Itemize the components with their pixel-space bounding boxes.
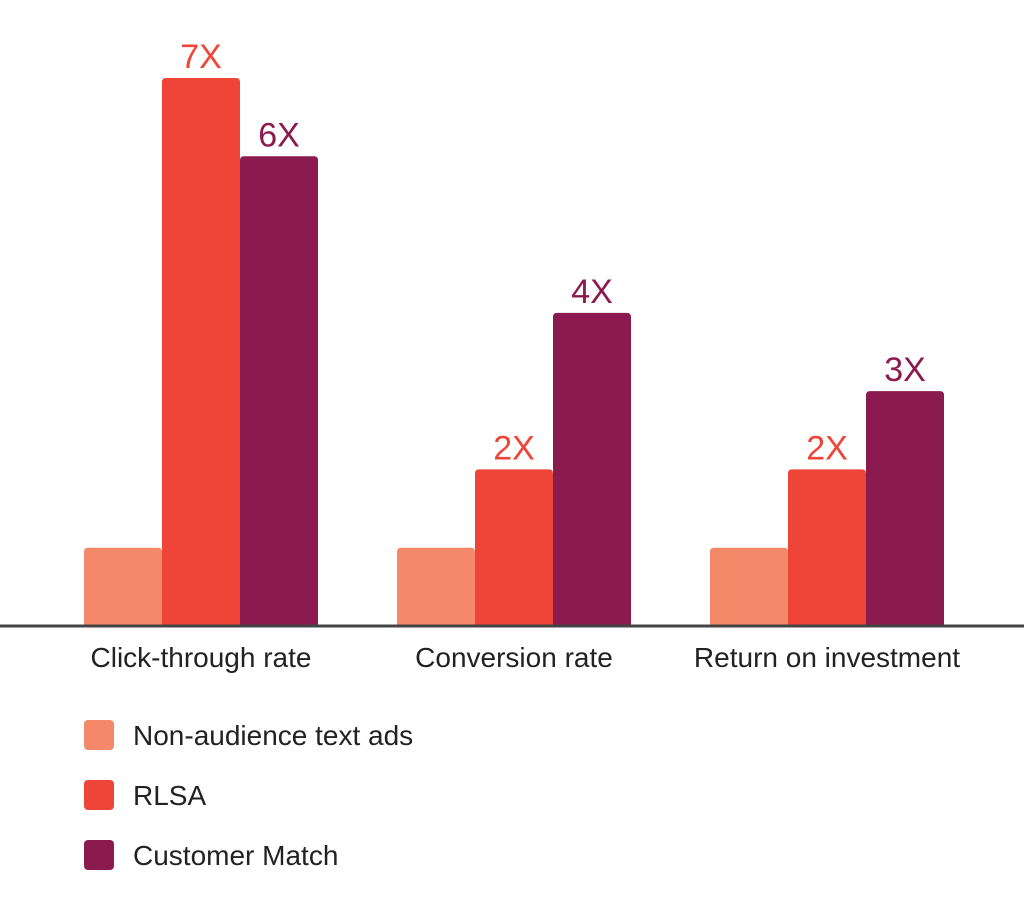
value-labels-group: 7X 6X 2X 4X 2X 3X bbox=[180, 38, 926, 467]
bar-3-2 bbox=[788, 469, 866, 626]
bar-1-3 bbox=[240, 156, 318, 627]
legend-swatch-1 bbox=[84, 720, 114, 750]
data-label-2-3: 4X bbox=[571, 273, 613, 311]
category-label-3: Return on investment bbox=[694, 642, 960, 673]
bar-2-1 bbox=[397, 547, 475, 626]
legend-label-3: Customer Match bbox=[133, 840, 338, 871]
data-label-3-3: 3X bbox=[884, 351, 926, 389]
category-label-1: Click-through rate bbox=[91, 642, 312, 673]
legend-swatch-3 bbox=[84, 840, 114, 870]
bar-3-3 bbox=[866, 391, 944, 626]
data-label-1-2: 7X bbox=[180, 38, 222, 76]
legend-label-1: Non-audience text ads bbox=[133, 720, 413, 751]
data-label-2-2: 2X bbox=[493, 429, 535, 467]
bar-1-2 bbox=[162, 78, 240, 626]
legend-label-2: RLSA bbox=[133, 780, 206, 811]
data-label-1-3: 6X bbox=[258, 116, 300, 154]
bar-2-3 bbox=[553, 312, 631, 626]
bars-group bbox=[84, 78, 944, 627]
bar-3-1 bbox=[710, 547, 788, 626]
bar-2-2 bbox=[475, 469, 553, 626]
legend: Non-audience text ads RLSA Customer Match bbox=[84, 720, 413, 871]
category-labels-group: Click-through rate Conversion rate Return … bbox=[91, 642, 961, 673]
category-label-2: Conversion rate bbox=[415, 642, 613, 673]
bar-1-1 bbox=[84, 547, 162, 626]
data-label-3-2: 2X bbox=[806, 429, 848, 467]
legend-swatch-2 bbox=[84, 780, 114, 810]
